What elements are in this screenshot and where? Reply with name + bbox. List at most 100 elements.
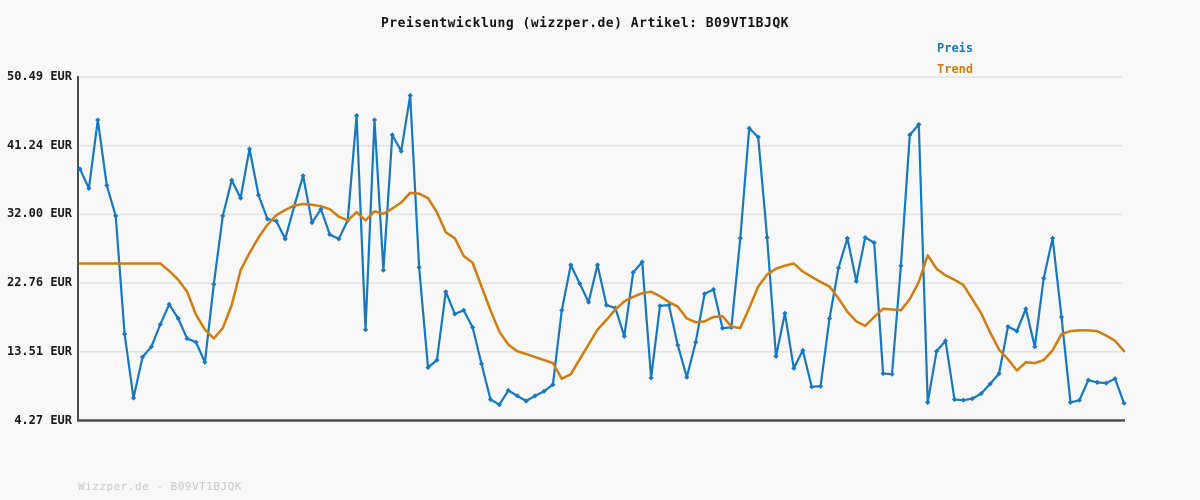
y-axis-tick-label: 13.51 EUR <box>6 344 72 358</box>
data-point-marker <box>675 342 681 348</box>
data-point-marker <box>835 265 842 271</box>
data-point-marker <box>648 375 654 381</box>
y-axis-tick-label: 32.00 EUR <box>6 206 72 220</box>
data-point-marker <box>470 324 476 330</box>
data-point-marker <box>710 286 717 293</box>
data-point-marker <box>1023 306 1029 312</box>
data-point-marker <box>639 259 645 265</box>
data-point-marker <box>354 113 360 119</box>
data-point-marker <box>577 280 583 287</box>
data-point-marker <box>550 382 556 388</box>
data-point-marker <box>942 338 949 344</box>
data-point-marker <box>791 365 797 371</box>
data-point-marker <box>425 364 431 371</box>
data-point-marker <box>487 396 494 403</box>
data-point-marker <box>1050 235 1056 241</box>
data-point-marker <box>282 236 288 242</box>
data-point-marker <box>264 216 270 222</box>
data-point-marker <box>889 371 895 377</box>
data-point-marker <box>193 339 199 345</box>
y-axis-tick-label: 22.76 EUR <box>6 275 72 289</box>
data-point-marker <box>238 195 244 201</box>
trend-line <box>78 191 1126 380</box>
data-point-marker <box>719 325 726 331</box>
chart-legend: Preis Trend <box>937 38 973 80</box>
data-point-marker <box>907 132 913 138</box>
data-point-marker <box>621 333 627 339</box>
data-point-marker <box>416 264 422 270</box>
data-point-marker <box>452 311 458 317</box>
data-point-marker <box>996 370 1002 377</box>
data-point-marker <box>800 347 806 353</box>
legend-item-trend: Trend <box>937 62 974 76</box>
data-point-marker <box>871 240 877 246</box>
data-point-marker <box>978 390 984 397</box>
data-point-marker <box>336 236 342 242</box>
y-axis-tick-label: 50.49 EUR <box>6 69 72 83</box>
footer-watermark: Wizzper.de - B09VT1BJQK <box>78 480 242 493</box>
data-point-marker <box>523 398 529 404</box>
data-point-marker <box>229 177 235 183</box>
data-point-marker <box>1103 380 1109 386</box>
data-point-marker <box>130 395 137 401</box>
data-point-marker <box>380 267 386 273</box>
data-point-marker <box>934 348 940 354</box>
data-point-marker <box>148 344 154 350</box>
data-point-marker <box>407 92 413 99</box>
data-point-marker <box>764 234 770 241</box>
data-point-marker <box>862 234 868 241</box>
y-axis-tick-label: 4.27 EUR <box>14 413 72 427</box>
data-point-marker <box>826 315 833 322</box>
preis-line <box>78 94 1126 406</box>
data-point-marker <box>818 383 824 389</box>
data-point-marker <box>969 396 975 402</box>
data-point-marker <box>684 374 690 380</box>
data-point-marker <box>1085 377 1091 383</box>
data-point-marker <box>505 387 511 394</box>
data-point-marker <box>202 359 208 365</box>
data-point-marker <box>255 192 262 198</box>
data-point-marker <box>568 262 574 268</box>
data-point-marker <box>95 117 101 123</box>
data-point-marker <box>666 302 672 308</box>
data-point-marker <box>371 117 378 123</box>
data-point-marker <box>139 354 146 360</box>
y-axis-tick-label: 41.24 EUR <box>6 138 72 152</box>
data-point-marker <box>1094 379 1100 385</box>
data-point-marker <box>987 381 993 387</box>
data-point-marker <box>122 331 128 337</box>
data-point-marker <box>157 321 163 327</box>
data-point-marker <box>1076 397 1082 403</box>
data-point-marker <box>398 148 404 154</box>
data-point-marker <box>104 182 110 188</box>
data-point-marker <box>496 402 502 408</box>
legend-item-preis: Preis <box>937 41 974 55</box>
data-point-marker <box>782 310 788 316</box>
data-point-marker <box>175 315 181 322</box>
data-point-marker <box>960 397 966 403</box>
data-point-marker <box>461 307 467 313</box>
data-point-marker <box>586 299 592 305</box>
data-point-marker <box>309 220 315 226</box>
data-point-marker <box>693 339 699 345</box>
data-point-marker <box>951 396 958 403</box>
data-point-marker <box>559 307 565 313</box>
data-point-marker <box>443 289 449 295</box>
data-point-marker <box>1112 376 1118 382</box>
data-point-marker <box>220 213 226 219</box>
page-title: Preisentwicklung (wizzper.de) Artikel: B… <box>380 16 789 31</box>
data-point-marker <box>880 370 886 377</box>
data-point-marker <box>702 291 708 297</box>
data-point-marker <box>630 269 636 275</box>
data-point-marker <box>211 281 217 287</box>
data-point-marker <box>77 166 83 172</box>
data-point-marker <box>773 353 779 359</box>
data-point-marker <box>809 384 815 390</box>
data-point-marker <box>853 278 859 284</box>
data-point-marker <box>898 263 904 269</box>
data-point-marker <box>434 357 440 363</box>
data-point-marker <box>1058 314 1065 320</box>
data-point-marker <box>318 206 324 212</box>
data-point-marker <box>327 231 333 238</box>
data-point-marker <box>746 125 752 131</box>
